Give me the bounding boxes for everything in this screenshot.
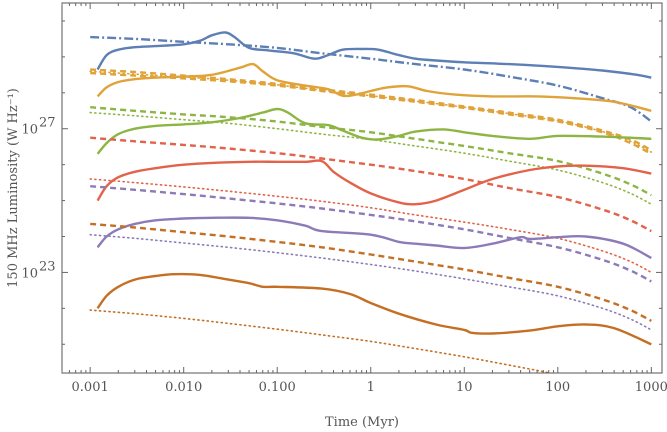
series-line-gold-dotted xyxy=(89,70,653,153)
x-tick-labels: 0.001 0.010 0.100 1 10 100 1000 xyxy=(72,380,667,395)
series-line-brown-dotted xyxy=(89,309,554,373)
series-line-purple-dashed xyxy=(90,185,652,283)
x-tick-label: 10 xyxy=(456,380,473,395)
x-tick-label: 0.001 xyxy=(72,380,109,395)
series-line-gold-dashed-1 xyxy=(90,68,652,152)
x-tick-label: 100 xyxy=(545,380,570,395)
x-tick-label: 1000 xyxy=(635,380,667,395)
x-tick-label: 0.100 xyxy=(259,380,296,395)
series-line-brown-dashed xyxy=(90,222,652,322)
series-line-red-solid xyxy=(96,159,652,206)
y-tick-label-exponent: 27 xyxy=(39,116,56,131)
series-line-purple-solid xyxy=(96,216,652,260)
series-line-red-dashed xyxy=(90,136,652,233)
series-line-brown-solid xyxy=(96,272,652,346)
x-axis-label: Time (Myr) xyxy=(325,415,399,430)
x-tick-label: 0.010 xyxy=(165,380,202,395)
x-tick-label: 1 xyxy=(367,380,375,395)
series-line-blue-dashdot xyxy=(90,35,653,123)
y-tick-label: 10 xyxy=(21,266,38,281)
y-axis-label: 150 MHz Luminosity (W Hz⁻¹) xyxy=(6,88,21,288)
ticks-layer xyxy=(61,3,662,373)
y-tick-label: 10 xyxy=(21,123,38,138)
series-line-green-solid xyxy=(96,107,652,155)
series-line-green-dashed xyxy=(90,106,652,197)
y-tick-label-exponent: 23 xyxy=(39,259,56,274)
series-line-green-dotted xyxy=(89,111,653,205)
series-line-purple-dotted xyxy=(89,233,653,331)
series-layer xyxy=(89,31,653,373)
series-line-blue-solid xyxy=(96,31,652,79)
